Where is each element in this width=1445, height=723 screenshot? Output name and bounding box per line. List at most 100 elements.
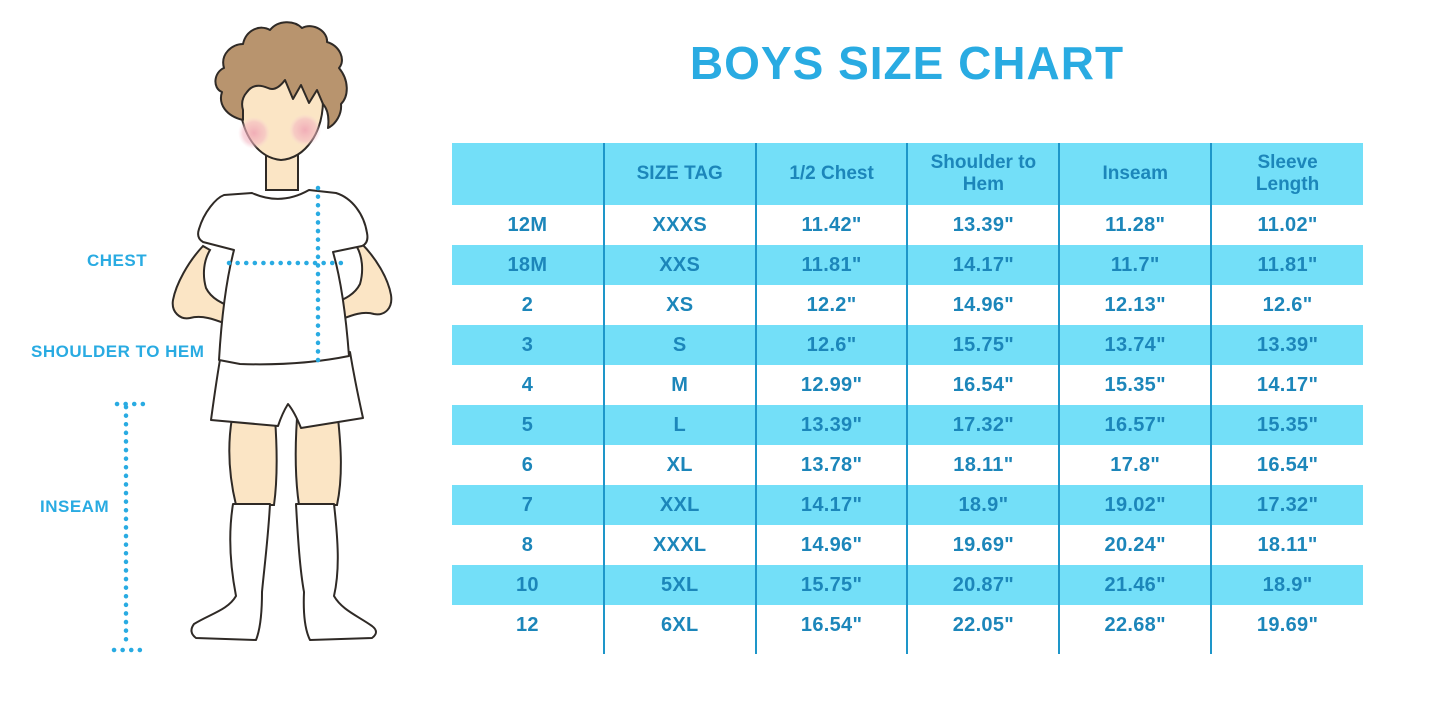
- boy-figure-illustration: CHEST SHOULDER TO HEM INSEAM: [0, 0, 450, 723]
- table-cell: 13.39": [755, 405, 909, 445]
- table-cell: 16.54": [1256, 453, 1319, 476]
- table-cell: 19.69": [907, 525, 1061, 565]
- boy-figure-svg: [111, 21, 393, 653]
- table-cell: 19.69": [1256, 613, 1319, 636]
- table-cell: 18.11": [907, 445, 1061, 485]
- shoulder-to-hem-label: SHOULDER TO HEM: [31, 342, 205, 361]
- table-cell: XL: [603, 445, 757, 485]
- table-cell: 12.6": [1262, 293, 1313, 316]
- table-row: 7 XXL 14.17" 18.9" 19.02" 17.32": [452, 485, 1363, 525]
- table-cell: 13.39": [907, 205, 1061, 245]
- table-cell: 5: [452, 405, 605, 445]
- table-divider-tail-cell: [1211, 645, 1363, 654]
- table-row: 2 XS 12.2" 14.96" 12.13" 12.6": [452, 285, 1363, 325]
- table-cell: 8: [452, 525, 605, 565]
- table-cell: 20.87": [907, 565, 1061, 605]
- table-cell: 22.05": [907, 605, 1061, 645]
- table-row: 12M XXXS 11.42" 13.39" 11.28" 11.02": [452, 205, 1363, 245]
- table-cell: 12.99": [755, 365, 909, 405]
- table-row: 6 XL 13.78" 18.11" 17.8" 16.54": [452, 445, 1363, 485]
- table-divider-tail-cell: [603, 645, 757, 654]
- inseam-label: INSEAM: [40, 497, 110, 516]
- table-cell: 13.78": [755, 445, 909, 485]
- table-row: 4 M 12.99" 16.54" 15.35" 14.17": [452, 365, 1363, 405]
- table-cell: 7: [452, 485, 605, 525]
- table-row: 3 S 12.6" 15.75" 13.74" 13.39": [452, 325, 1363, 365]
- table-cell: 5XL: [603, 565, 757, 605]
- table-cell: 17.32": [1211, 485, 1363, 525]
- figure-left-sock: [190, 503, 271, 641]
- table-cell: 15.35": [1059, 365, 1213, 405]
- table-cell: M: [603, 365, 757, 405]
- table-cell: 14.96": [755, 525, 909, 565]
- table-cell: 22.68": [1059, 605, 1213, 645]
- size-table-header: SIZE TAG 1/2 Chest Shoulder to Hem Inseam Sl…: [452, 143, 1363, 205]
- table-cell: 16.54": [907, 365, 1061, 405]
- table-cell: 13.39": [1211, 325, 1363, 365]
- table-cell: S: [603, 325, 757, 365]
- table-cell: 15.35": [1211, 405, 1363, 445]
- table-cell: 14.96": [907, 285, 1061, 325]
- table-cell: 11.42": [755, 205, 909, 245]
- table-cell: 16.57": [1059, 405, 1213, 445]
- table-cell: 21.46": [1059, 565, 1213, 605]
- table-cell: 13.74": [1059, 325, 1213, 365]
- table-cell: 11.81": [1211, 245, 1363, 285]
- table-cell: 12.2": [755, 285, 909, 325]
- table-divider-tail-cell: [907, 645, 1061, 654]
- header-cell: [452, 143, 605, 205]
- table-row: 18M XXS 11.81" 14.17" 11.7" 11.81": [452, 245, 1363, 285]
- figure-left-arm: [171, 244, 240, 328]
- table-cell: 14.17": [907, 245, 1061, 285]
- figure-right-arm: [327, 241, 393, 324]
- header-cell: Inseam: [1059, 143, 1213, 205]
- table-cell: 18.9": [907, 485, 1061, 525]
- table-cell: 18M: [452, 245, 605, 285]
- table-cell: 12.6": [755, 325, 909, 365]
- table-cell: L: [603, 405, 757, 445]
- table-row: 5 L 13.39" 17.32" 16.57" 15.35": [452, 405, 1363, 445]
- table-cell: XS: [603, 285, 757, 325]
- table-cell: 2: [452, 285, 605, 325]
- header-cell: Shoulder to Hem: [907, 143, 1061, 205]
- table-cell: 16.54": [755, 605, 909, 645]
- table-divider-tail-cell: [452, 645, 605, 654]
- table-cell: 14.17": [755, 485, 909, 525]
- table-cell: 12: [452, 605, 605, 645]
- table-divider-tail: [452, 645, 1363, 654]
- figure-right-sock: [295, 503, 377, 641]
- table-divider-tail-cell: [755, 645, 909, 654]
- table-cell: XXXS: [603, 205, 757, 245]
- table-cell: XXXL: [603, 525, 757, 565]
- table-cell: 11.81": [755, 245, 909, 285]
- size-table-grid: SIZE TAG 1/2 Chest Shoulder to Hem Inseam Sl…: [452, 143, 1363, 654]
- table-cell: 11.28": [1059, 205, 1213, 245]
- figure-blush-right: [289, 114, 321, 146]
- table-row: 8 XXXL 14.96" 19.69" 20.24" 18.11": [452, 525, 1363, 565]
- table-cell: 6: [452, 445, 605, 485]
- size-table: SIZE TAG 1/2 Chest Shoulder to Hem Inseam Sl…: [452, 143, 1363, 654]
- table-cell: 6XL: [603, 605, 757, 645]
- table-cell: 18.9": [1211, 565, 1363, 605]
- header-row: SIZE TAG 1/2 Chest Shoulder to Hem Inseam Sl…: [452, 143, 1363, 205]
- table-divider-tail-cell: [1059, 645, 1213, 654]
- table-cell: 12.13": [1059, 285, 1213, 325]
- table-cell: 18.11": [1257, 533, 1318, 556]
- table-cell: 12M: [452, 205, 605, 245]
- table-cell: 4: [452, 365, 605, 405]
- figure-shorts: [210, 351, 364, 429]
- table-cell: XXL: [603, 485, 757, 525]
- figure-left-leg: [228, 417, 278, 506]
- figure-hair: [214, 21, 348, 129]
- table-row: 10 5XL 15.75" 20.87" 21.46" 18.9": [452, 565, 1363, 605]
- header-cell: SIZE TAG: [603, 143, 757, 205]
- table-cell: 15.75": [907, 325, 1061, 365]
- page-title: BOYS SIZE CHART: [689, 37, 1125, 89]
- table-cell: 19.02": [1059, 485, 1213, 525]
- size-table-body: 12M XXXS 11.42" 13.39" 11.28" 11.02" 18M XXS 11.…: [452, 205, 1363, 654]
- table-cell: XXS: [603, 245, 757, 285]
- table-cell: 3: [452, 325, 605, 365]
- table-cell: 11.02": [1257, 213, 1318, 236]
- table-cell: 14.17": [1256, 373, 1319, 396]
